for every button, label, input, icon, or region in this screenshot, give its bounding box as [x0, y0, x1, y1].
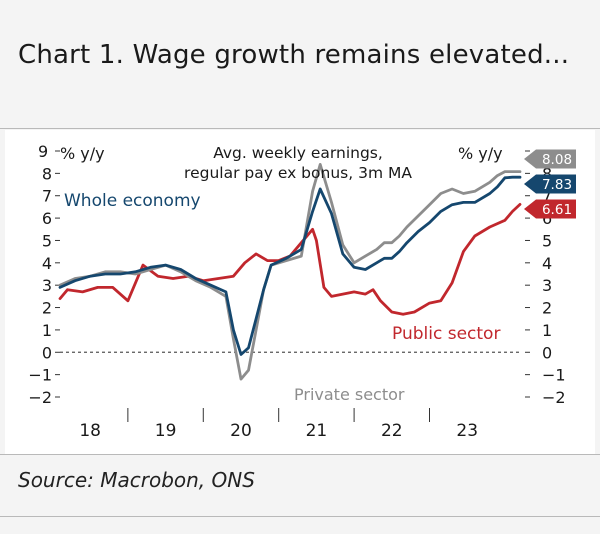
series-line-whole-economy [58, 175, 522, 356]
y-tick-label-right: 2 [542, 299, 552, 318]
end-value-label-private-sector: 8.08 [542, 152, 572, 168]
y-tick-label-left: 4 [42, 254, 52, 273]
chart-title-line-1: Avg. weekly earnings, [213, 144, 383, 162]
end-value-tag-private-sector [524, 149, 576, 169]
end-value-tag-public-sector [524, 199, 576, 219]
y-tick-label-right: 8 [542, 164, 552, 183]
annotation-public-sector: Public sector [392, 324, 500, 344]
y-tick-label-right: 7 [542, 187, 552, 206]
x-tick-label: 19 [155, 421, 177, 441]
y-axis-left-unit: % y/y [60, 144, 105, 163]
y-tick-label-left: 0 [42, 343, 52, 362]
annotation-private-sector: Private sector [294, 385, 405, 404]
chart-panel [5, 130, 595, 454]
y-tick-label-right: 1 [542, 321, 552, 340]
page-title: Chart 1. Wage growth remains elevated... [18, 40, 570, 70]
y-tick-label-left: −2 [28, 388, 52, 407]
source-note: Source: Macrobon, ONS [18, 468, 255, 492]
y-axis-right-unit: % y/y [458, 144, 503, 163]
y-tick-label-right: 0 [542, 343, 552, 362]
footer-divider-top [0, 454, 600, 455]
footer-divider-bottom [0, 516, 600, 517]
x-tick-label: 18 [79, 421, 101, 441]
x-tick-label: 22 [381, 421, 403, 441]
y-tick-label-right: 5 [542, 231, 552, 250]
y-tick-label-left: 2 [42, 299, 52, 318]
x-tick-label: 21 [306, 421, 328, 441]
y-tick-label-left: 1 [42, 321, 52, 340]
title-divider [0, 128, 600, 129]
chart-title-line-2: regular pay ex bonus, 3m MA [184, 164, 412, 182]
y-tick-label-right: −1 [542, 366, 566, 385]
end-value-label-whole-economy: 7.83 [542, 177, 572, 193]
y-tick-label-left: 5 [42, 231, 52, 250]
annotation-whole-economy: Whole economy [64, 191, 201, 211]
y-tick-label-left: −1 [28, 366, 52, 385]
end-value-tag-whole-economy [524, 174, 576, 194]
y-tick-label-left: 3 [42, 276, 52, 295]
series-line-public-sector [58, 202, 522, 316]
x-tick-label: 20 [230, 421, 252, 441]
y-tick-label-right: 6 [542, 209, 552, 228]
y-tick-label-left: 7 [42, 187, 52, 206]
y-tick-label-right: 4 [542, 254, 552, 273]
y-tick-label-right: 3 [542, 276, 552, 295]
y-tick-label-right: −2 [542, 388, 566, 407]
x-tick-label: 23 [456, 421, 478, 441]
y-tick-label-left: 8 [42, 164, 52, 183]
end-value-label-public-sector: 6.61 [542, 202, 572, 218]
y-tick-label-left: 6 [42, 209, 52, 228]
y-tick-label-left: 9 [38, 142, 48, 161]
